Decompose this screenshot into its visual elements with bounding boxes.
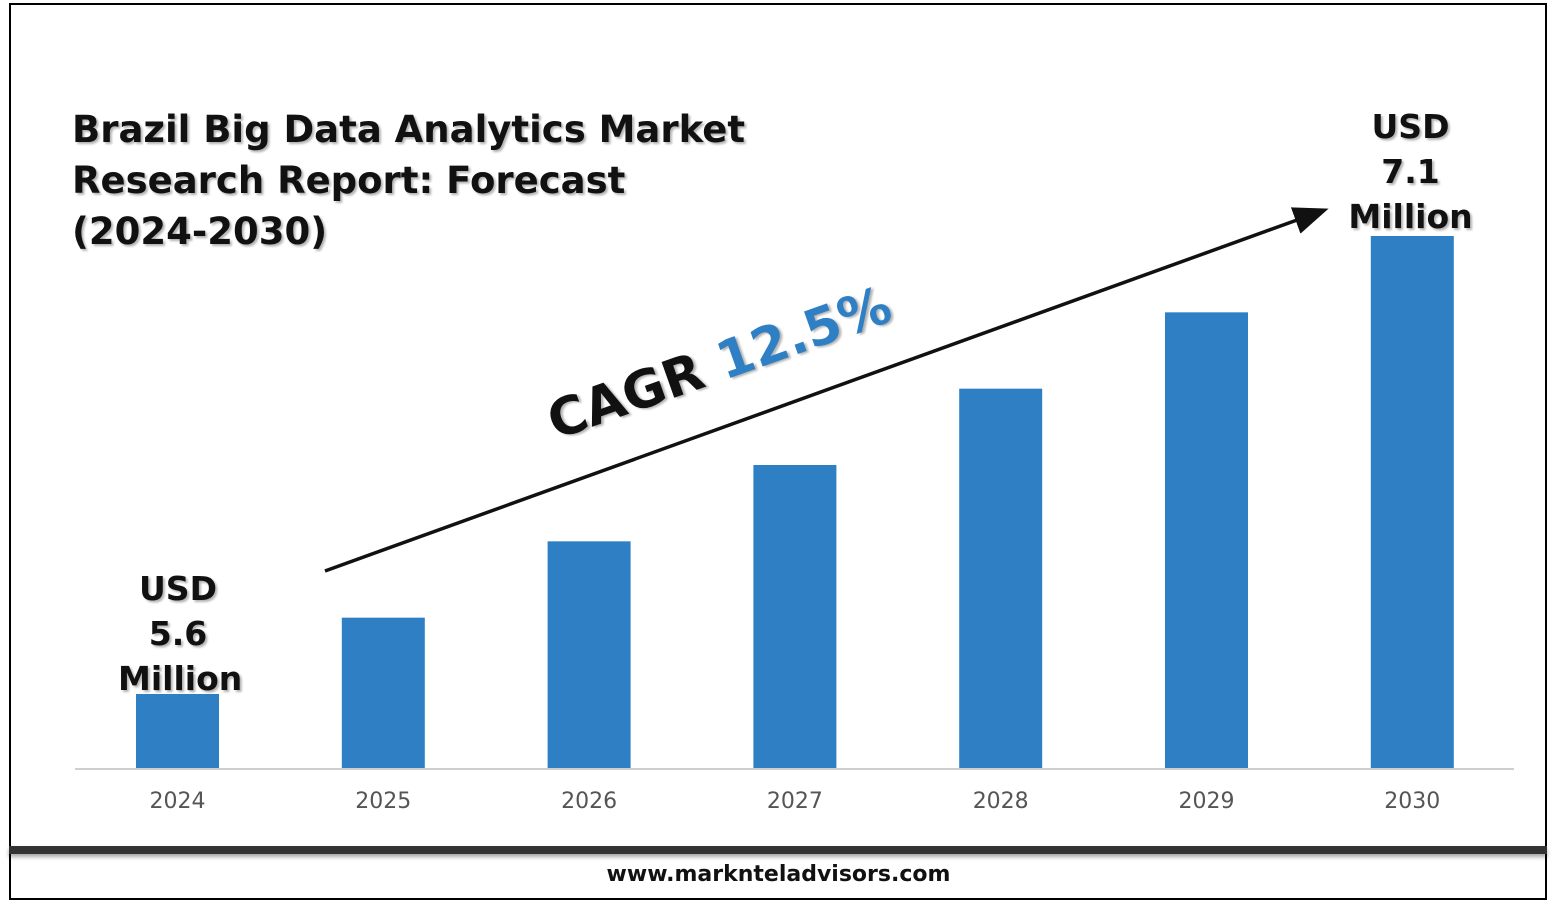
x-tick-label-2029: 2029 <box>1179 789 1235 814</box>
chart-title-line-2: Research Report: Forecast <box>72 159 626 202</box>
footer-website: www.marknteladvisors.com <box>606 862 951 887</box>
end-callout-currency: USD <box>1371 107 1450 146</box>
start-value-callout: USD 5.6 Million <box>118 566 243 701</box>
x-tick-label-2025: 2025 <box>355 789 411 814</box>
bar-2027 <box>753 465 837 769</box>
bar-2030 <box>1370 236 1454 769</box>
x-tick-label-2024: 2024 <box>150 789 206 814</box>
footer-divider <box>9 846 1547 854</box>
trend-arrow <box>324 207 1329 573</box>
start-callout-unit: Million <box>118 659 243 698</box>
bar-2026 <box>547 541 631 769</box>
start-callout-value: 5.6 <box>148 614 208 653</box>
end-value-callout: USD 7.1 Million <box>1348 104 1473 239</box>
end-callout-value: 7.1 <box>1381 152 1440 191</box>
x-tick-label-2028: 2028 <box>973 789 1029 814</box>
chart-title-line-1: Brazil Big Data Analytics Market <box>72 108 746 151</box>
x-tick-label-2026: 2026 <box>561 789 617 814</box>
bar-2024 <box>136 694 219 769</box>
bar-2025 <box>341 617 425 769</box>
x-tick-label-2030: 2030 <box>1384 789 1440 814</box>
bar-series <box>136 236 1454 769</box>
end-callout-unit: Million <box>1348 197 1473 236</box>
chart-title-line-3: (2024-2030) <box>72 210 328 253</box>
chart-title: Brazil Big Data Analytics Market Researc… <box>72 104 746 257</box>
x-axis-ticks: 2024 2025 2026 2027 2028 2029 2030 <box>150 789 1441 814</box>
x-tick-label-2027: 2027 <box>767 789 823 814</box>
start-callout-currency: USD <box>139 569 217 608</box>
bar-2028 <box>959 388 1043 769</box>
bar-2029 <box>1165 312 1248 769</box>
